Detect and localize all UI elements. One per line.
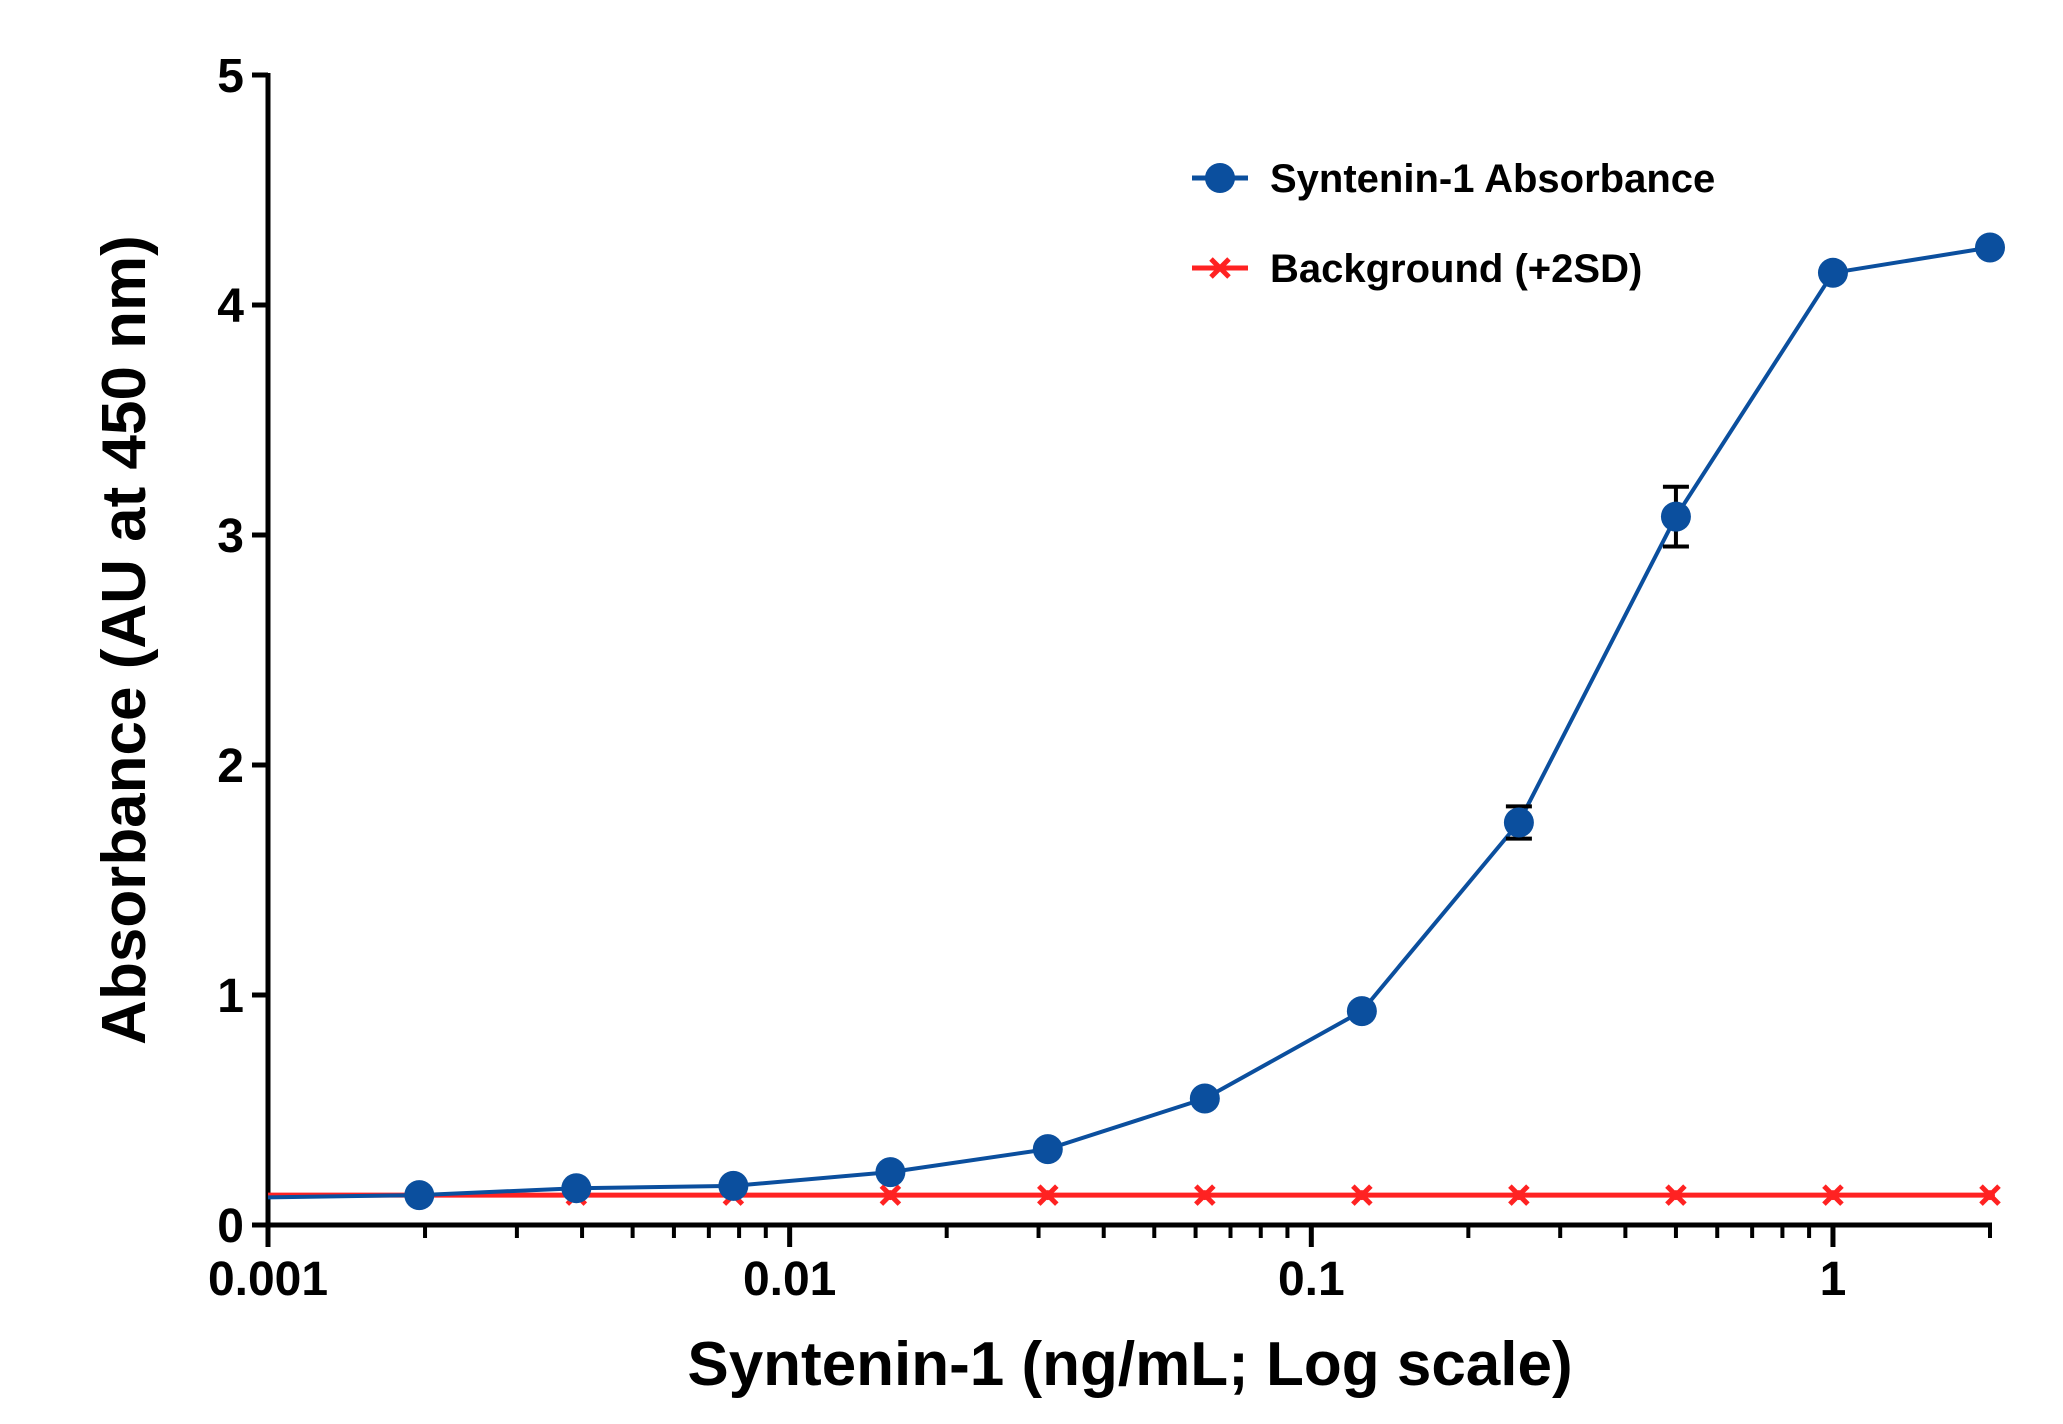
data-point (1189, 1083, 1220, 1114)
data-point (875, 1157, 906, 1188)
x-tick-label: 0.001 (208, 1253, 328, 1306)
data-point (1817, 257, 1848, 288)
y-tick-label: 4 (217, 280, 244, 333)
data-point (1508, 1184, 1530, 1206)
x-tick-label: 0.01 (743, 1253, 836, 1306)
y-tick-label: 2 (217, 740, 244, 793)
data-point (1032, 1134, 1063, 1165)
data-point-center (885, 1190, 896, 1201)
legend-item: Background (+2SD) (1192, 247, 1642, 291)
data-point (1503, 807, 1534, 838)
axes: 0 1 2 3 4 5 0.001 0.01 0.1 1 (208, 50, 1992, 1306)
data-point (561, 1173, 592, 1204)
data-point (1346, 996, 1377, 1027)
data-point (1037, 1184, 1059, 1206)
series-line (267, 245, 1991, 1200)
data-point-center (1356, 1190, 1367, 1201)
data-point (1660, 501, 1691, 532)
legend: Syntenin-1 Absorbance Background (+2SD) (1192, 157, 1715, 291)
legend-marker (1205, 163, 1235, 193)
y-tick-label: 3 (217, 510, 244, 563)
data-point-center (1042, 1190, 1053, 1201)
y-tick-label: 1 (217, 970, 244, 1023)
data-point (1822, 1184, 1844, 1206)
data-point (1975, 232, 2005, 263)
data-point-center (1827, 1190, 1838, 1201)
legend-item: Syntenin-1 Absorbance (1192, 157, 1715, 201)
x-tick-label: 1 (1820, 1253, 1847, 1306)
x-axis-title: Syntenin-1 (ng/mL; Log scale) (687, 1330, 1572, 1399)
x-tick-label: 0.1 (1278, 1253, 1345, 1306)
data-point-center (1985, 1190, 1995, 1201)
data-point (1351, 1184, 1373, 1206)
data-point (879, 1184, 902, 1206)
y-tick-label: 0 (217, 1200, 244, 1253)
data-point (1665, 1184, 1687, 1206)
y-axis-title: Absorbance (AU at 450 nm) (90, 235, 159, 1045)
legend-marker (1209, 257, 1231, 279)
y-tick-label: 5 (217, 50, 244, 103)
legend-label: Background (+2SD) (1270, 247, 1642, 291)
data-point (718, 1170, 749, 1201)
data-point (1979, 1184, 2001, 1206)
data-point-center (1199, 1190, 1210, 1201)
series-layer (267, 232, 2005, 1211)
legend-label: Syntenin-1 Absorbance (1270, 157, 1715, 201)
data-point-center (1670, 1190, 1681, 1201)
data-point (404, 1180, 435, 1211)
data-point (1194, 1184, 1216, 1206)
data-point-center (1513, 1190, 1524, 1201)
series-syntenin-absorbance (267, 232, 2005, 1211)
